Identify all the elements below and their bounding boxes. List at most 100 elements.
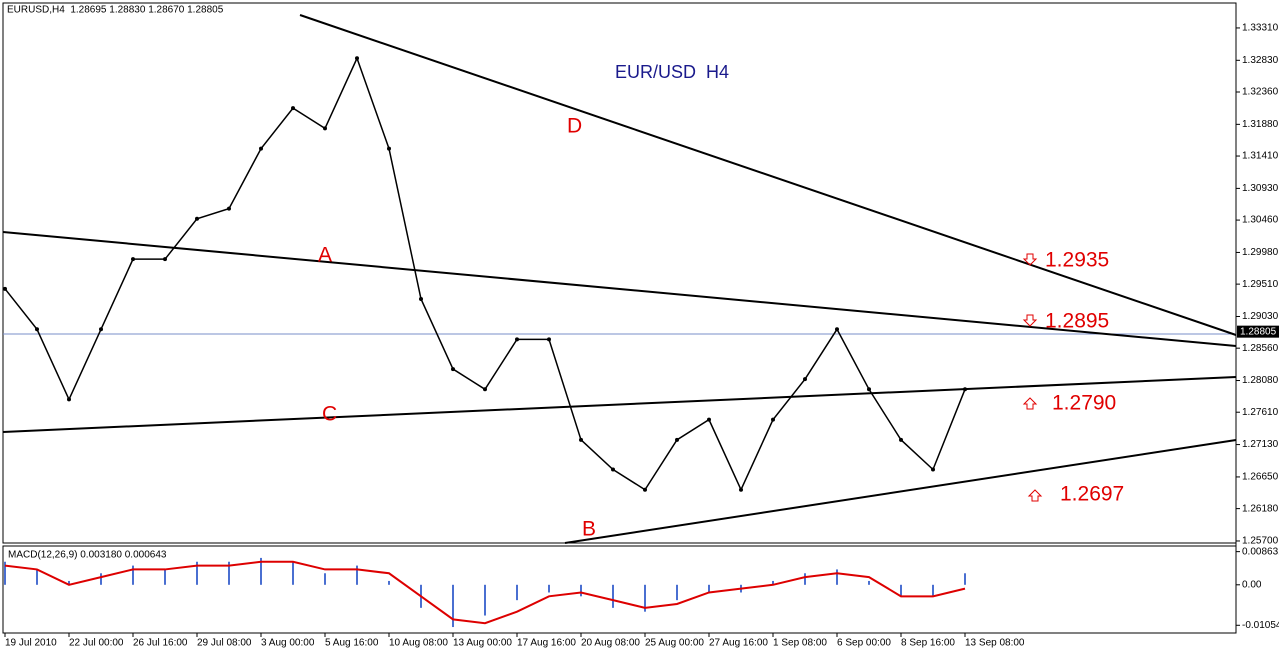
macd-bar: [804, 573, 806, 585]
x-tick-label: 27 Aug 16:00: [709, 638, 768, 649]
macd-bar: [900, 584, 902, 597]
y-tick-label: 1.29980: [1242, 247, 1279, 258]
macd-bar: [324, 573, 326, 585]
price-point: [35, 327, 39, 332]
y-tick-label: 1.27130: [1242, 439, 1279, 450]
price-point: [803, 377, 807, 382]
up-arrow: [1022, 397, 1038, 410]
up-arrow: [1027, 489, 1043, 502]
y-tick-label: -0.01054: [1242, 620, 1279, 631]
price-point: [259, 146, 263, 151]
price-point: [291, 106, 295, 111]
macd-bar: [132, 565, 134, 585]
arrows: [1022, 253, 1043, 502]
x-tick-label: 8 Sep 16:00: [901, 638, 955, 649]
y-tick-label: 1.31410: [1242, 151, 1279, 162]
annotation: 1.2935: [1045, 249, 1109, 272]
price-point: [387, 146, 391, 151]
y-tick-label: 1.32360: [1242, 87, 1279, 98]
x-tick-label: 6 Sep 00:00: [837, 638, 891, 649]
annotation: D: [567, 115, 582, 138]
macd-bar: [708, 584, 710, 593]
price-point: [355, 56, 359, 61]
price-point: [99, 327, 103, 332]
x-tick-label: 13 Sep 08:00: [965, 638, 1025, 649]
annotation: 1.2697: [1060, 483, 1124, 506]
y-tick-label: 1.26650: [1242, 472, 1279, 483]
price-point: [227, 206, 231, 211]
trendline-d: [299, 14, 1237, 336]
chart-title: EUR/USD H4: [615, 62, 729, 82]
y-tick-label: 1.32830: [1242, 55, 1279, 66]
signal-line: [4, 560, 966, 625]
x-tick-label: 10 Aug 08:00: [389, 638, 448, 649]
price-point: [899, 437, 903, 442]
down-arrow: [1022, 253, 1038, 266]
down-arrow: [1022, 314, 1038, 327]
macd-bar: [484, 584, 486, 616]
y-tick-label: 1.27610: [1242, 407, 1279, 418]
annotation: B: [582, 518, 596, 541]
y-tick-label: 1.30460: [1242, 215, 1279, 226]
price-point: [739, 487, 743, 492]
y-tick-label: 1.25700: [1242, 536, 1279, 547]
macd-bar: [836, 569, 838, 585]
price-point: [867, 387, 871, 392]
macd-bar: [164, 569, 166, 585]
price-point: [707, 417, 711, 422]
y-tick-label: 1.26180: [1242, 503, 1279, 514]
x-tick-label: 19 Jul 2010: [5, 638, 57, 649]
chart-header: EURUSD,H4 1.28695 1.28830 1.28670 1.2880…: [7, 5, 224, 16]
macd-bar: [388, 580, 390, 585]
price-panel: [2, 2, 1237, 544]
price-point: [451, 367, 455, 372]
macd-panel: [2, 545, 1237, 634]
price-point: [323, 126, 327, 131]
price-point: [419, 296, 423, 301]
macd-bar: [676, 584, 678, 601]
macd-bar: [964, 573, 966, 585]
price-point: [963, 387, 967, 392]
x-tick-label: 13 Aug 00:00: [453, 638, 512, 649]
y-tick-label: 1.28560: [1242, 343, 1279, 354]
macd-bar: [612, 584, 614, 608]
macd-bar: [4, 561, 6, 585]
macd-bar: [644, 584, 646, 612]
macd-bar: [932, 584, 934, 597]
trendline-b: [564, 439, 1237, 544]
annotation: 1.2790: [1052, 392, 1116, 415]
macd-bar: [292, 561, 294, 585]
x-tick-label: 25 Aug 00:00: [645, 638, 704, 649]
macd-bar: [548, 584, 550, 593]
macd-bar: [356, 565, 358, 585]
trendline-a: [2, 231, 1237, 347]
price-point: [835, 327, 839, 332]
price-point: [675, 437, 679, 442]
price-point: [931, 467, 935, 472]
x-tick-label: 1 Sep 08:00: [773, 638, 827, 649]
price-point: [547, 337, 551, 342]
y-tick-label: 0.008631: [1242, 546, 1279, 557]
annotation: C: [322, 403, 337, 426]
y-tick-label: 1.31880: [1242, 119, 1279, 130]
price-point: [643, 487, 647, 492]
macd-bar: [868, 580, 870, 585]
x-tick-label: 29 Jul 08:00: [197, 638, 252, 649]
current-price-box: [1237, 325, 1279, 338]
y-tick-label: 1.29030: [1242, 311, 1279, 322]
price-point: [163, 257, 167, 262]
macd-bar: [516, 584, 518, 601]
price-point: [67, 397, 71, 402]
price-point: [195, 216, 199, 221]
y-tick-label: 1.29510: [1242, 279, 1279, 290]
y-tick-label: 1.28080: [1242, 375, 1279, 386]
x-tick-label: 26 Jul 16:00: [133, 638, 188, 649]
y-tick-label: 0.00: [1242, 579, 1262, 590]
macd-title: MACD(12,26,9) 0.003180 0.000643: [8, 550, 167, 561]
y-tick-label: 1.33310: [1242, 23, 1279, 34]
x-tick-label: 5 Aug 16:00: [325, 638, 379, 649]
annotation: 1.2895: [1045, 310, 1109, 333]
y-tick-label: 1.30930: [1242, 183, 1279, 194]
x-tick-label: 3 Aug 00:00: [261, 638, 315, 649]
